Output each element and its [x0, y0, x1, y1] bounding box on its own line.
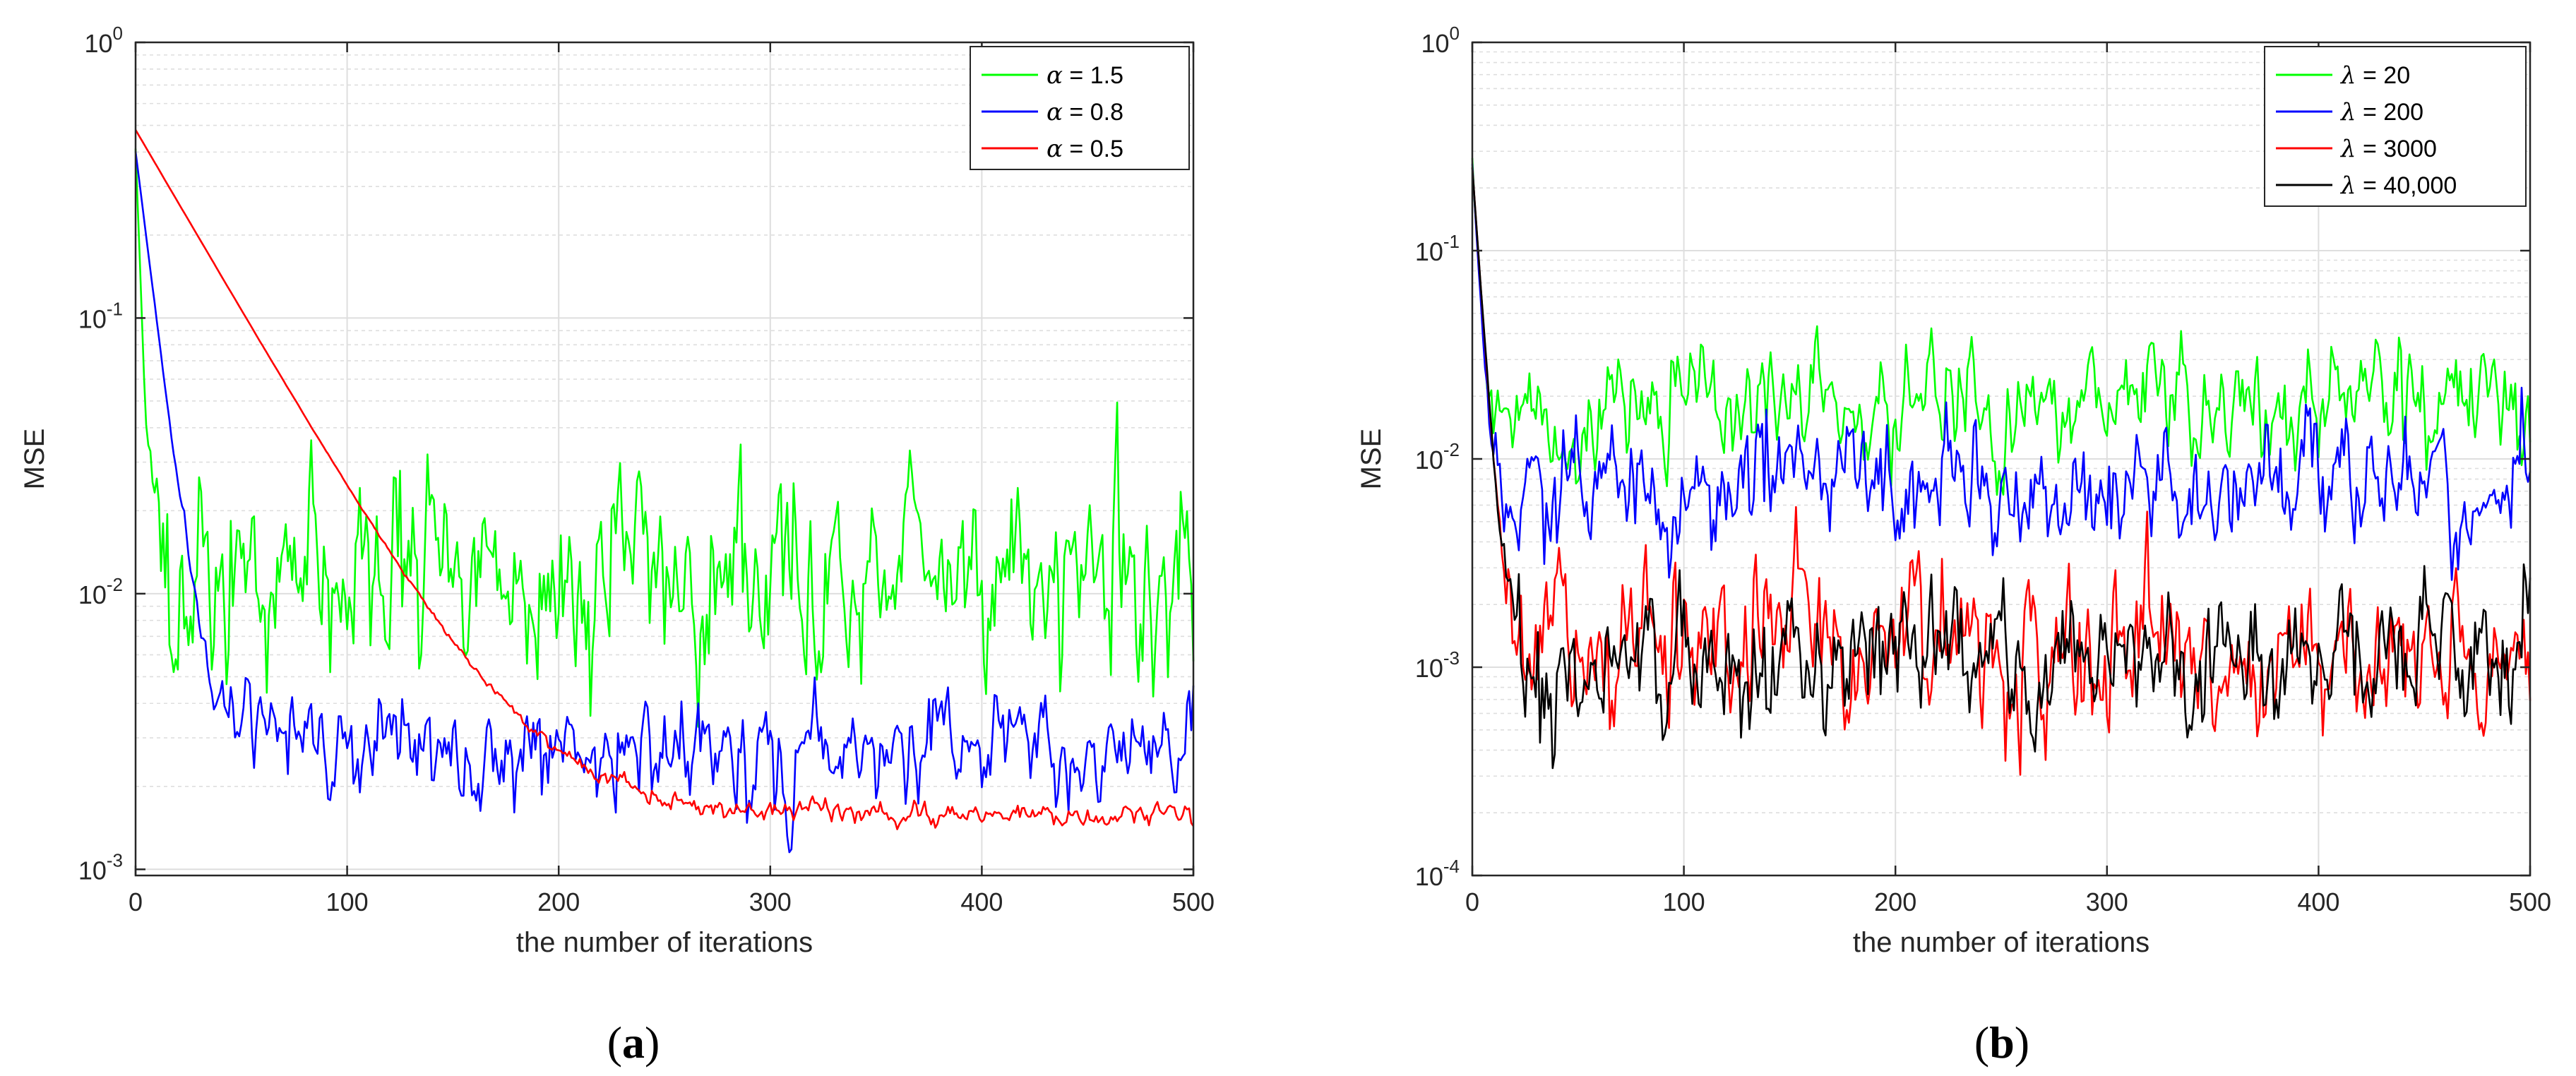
x-tick-label: 200 — [537, 887, 580, 916]
legend-label-4: λ = 40,000 — [2339, 172, 2457, 200]
y-tick-label: 10-2 — [1415, 439, 1460, 474]
legend-value: = 40,000 — [2356, 172, 2457, 199]
legend-value: = 1.5 — [1063, 62, 1123, 89]
y-tick-base: 10 — [78, 580, 107, 609]
legend-label-3: α = 0.5 — [1046, 135, 1123, 163]
legend-symbol: α — [1046, 98, 1063, 126]
y-tick-base: 10 — [78, 304, 107, 333]
legend-box — [2264, 46, 2527, 207]
legend-symbol: α — [1046, 135, 1063, 163]
y-tick-label: 100 — [1421, 23, 1460, 58]
series-line-1 — [134, 148, 1195, 728]
legend-label-2: α = 0.8 — [1046, 98, 1123, 126]
panel-label-a: (a) — [607, 1017, 660, 1068]
legend-symbol: λ — [2339, 135, 2356, 163]
legend-value: = 20 — [2356, 62, 2411, 89]
y-axis-label: MSE — [1356, 429, 1387, 490]
legend-symbol: λ — [2339, 172, 2356, 200]
axes-box — [134, 41, 1195, 877]
y-tick-base: 10 — [84, 29, 112, 58]
series-line-3 — [134, 129, 1195, 830]
x-tick-label: 300 — [749, 887, 792, 916]
y-tick-label: 10-4 — [1415, 856, 1460, 891]
x-axis-label: the number of iterations — [1853, 927, 2149, 958]
y-tick-base: 10 — [78, 856, 107, 885]
legend-symbol: λ — [2339, 98, 2356, 126]
mask-top — [0, 0, 1335, 42]
legend-value: = 200 — [2356, 99, 2423, 126]
y-axis-label: MSE — [19, 429, 50, 490]
y-tick-label: 100 — [84, 23, 123, 58]
x-axis: 0 100 200 300 400 500 the number of iterations — [129, 42, 1215, 958]
x-tick-label: 500 — [1172, 887, 1215, 916]
x-tick-label: 100 — [326, 887, 369, 916]
y-tick-base: 10 — [1415, 654, 1443, 683]
panel-label-b: (b) — [1974, 1017, 2029, 1068]
x-tick-label: 400 — [960, 887, 1003, 916]
legend-value: = 0.5 — [1063, 136, 1123, 162]
x-axis-label: the number of iterations — [516, 927, 813, 958]
y-tick-label: 10-2 — [78, 574, 123, 609]
y-tick-label: 10-1 — [78, 298, 123, 333]
y-tick-label: 10-3 — [1415, 647, 1460, 683]
x-tick-label: 200 — [1874, 887, 1916, 916]
legend-label-1: λ = 20 — [2339, 61, 2410, 90]
x-tick-label: 400 — [2297, 887, 2339, 916]
series-group — [134, 129, 1195, 854]
x-axis: 0 100 200 300 400 500 the number of iterations — [1465, 42, 2551, 958]
series-group — [1471, 157, 2532, 776]
legend-symbol: α — [1046, 61, 1063, 90]
y-tick-base: 10 — [1415, 862, 1443, 891]
y-tick-base: 10 — [1421, 29, 1449, 58]
y-tick-exponent: -2 — [107, 574, 123, 595]
legend-label-3: λ = 3000 — [2339, 135, 2437, 163]
series-line-2 — [134, 151, 1195, 854]
legend-label-1: α = 1.5 — [1046, 61, 1123, 90]
x-tick-label: 300 — [2086, 887, 2128, 916]
y-tick-base: 10 — [1415, 446, 1443, 474]
panel-label-b-letter: b — [1989, 1017, 2015, 1068]
y-tick-exponent: -2 — [1443, 439, 1460, 460]
mask-top — [1331, 0, 2576, 42]
legend: α = 1.5α = 0.8α = 0.5 — [970, 46, 1190, 170]
y-tick-label: 10-1 — [1415, 231, 1460, 266]
series-line-2 — [1471, 164, 2532, 581]
legend-label-2: λ = 200 — [2339, 98, 2423, 126]
legend-symbol: λ — [2339, 61, 2356, 90]
legend-value: = 3000 — [2356, 136, 2437, 162]
panel-label-a-letter: a — [622, 1017, 645, 1068]
x-tick-label: 100 — [1663, 887, 1705, 916]
x-tick-label: 0 — [1465, 887, 1479, 916]
grid — [136, 42, 1193, 875]
y-tick-exponent: 0 — [113, 23, 123, 44]
clip-mask — [0, 0, 1335, 919]
legend-value: = 0.8 — [1063, 99, 1123, 126]
x-tick-label: 500 — [2509, 887, 2551, 916]
mask-bottom — [0, 876, 1335, 919]
y-tick-exponent: -1 — [1443, 231, 1460, 252]
y-tick-exponent: 0 — [1450, 23, 1460, 44]
y-tick-label: 10-3 — [78, 849, 123, 885]
y-tick-exponent: -3 — [107, 849, 123, 871]
y-tick-exponent: -3 — [1443, 647, 1460, 669]
clip-mask — [1331, 0, 2576, 919]
series-line-4 — [1471, 167, 2532, 770]
x-tick-label: 0 — [129, 887, 143, 916]
y-tick-exponent: -1 — [107, 298, 123, 319]
mask-bottom — [1331, 876, 2576, 919]
y-tick-base: 10 — [1415, 237, 1443, 266]
y-tick-exponent: -4 — [1443, 856, 1460, 877]
